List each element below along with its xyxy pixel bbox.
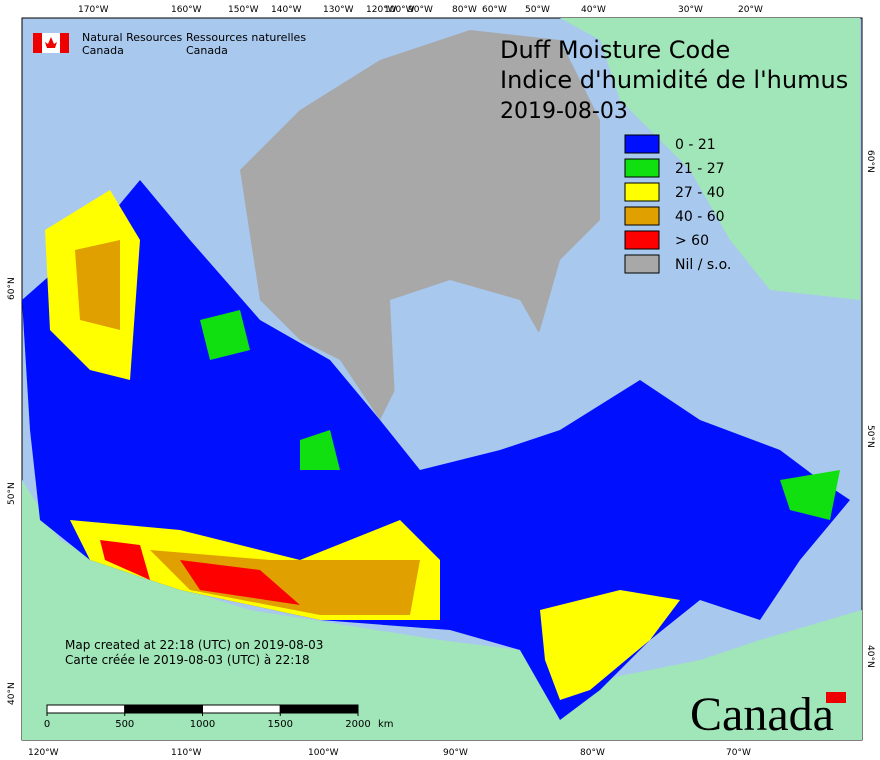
graticule-label: 150°W [228, 5, 259, 15]
flag-bar [33, 33, 42, 53]
agency-fr: Ressources naturelles [186, 31, 306, 44]
graticule-label: 80°W [452, 5, 477, 15]
legend-label: 0 - 21 [675, 137, 716, 153]
legend-swatch [624, 158, 660, 178]
scale-label: 500 [115, 719, 134, 730]
legend-label: 27 - 40 [675, 185, 725, 201]
legend: 0 - 21 21 - 27 27 - 40 40 - 60 > 60 Nil / s.o… [624, 134, 731, 274]
legend-label: 21 - 27 [675, 161, 725, 177]
scale-segment [279, 704, 359, 714]
legend-label: 40 - 60 [675, 209, 725, 225]
graticule-label: 40°N [865, 645, 875, 668]
scale-label: 0 [44, 719, 50, 730]
graticule-label: 70°W [726, 748, 751, 758]
graticule-label: 20°W [738, 5, 763, 15]
title: Indice d'humidité de l'humus [500, 66, 848, 94]
legend-swatch [624, 206, 660, 226]
wordmark-flag [826, 692, 846, 703]
flag-bar [60, 33, 69, 53]
graticule-label: 90°W [443, 748, 468, 758]
graticule-label: 50°N [865, 425, 875, 448]
maple-leaf [45, 37, 57, 48]
scale-label: 1500 [268, 719, 293, 730]
dmc-orange-nw [75, 240, 120, 330]
graticule-label: 100°W [384, 5, 415, 15]
legend-swatch [624, 182, 660, 202]
agency-fr: Canada [186, 44, 228, 57]
legend-swatch [624, 254, 660, 274]
scale-segment [46, 704, 126, 714]
graticule-label: 160°W [171, 5, 202, 15]
scale-segment [124, 704, 203, 714]
agency-signature: Natural Resources Canada Ressources natu… [33, 31, 306, 57]
graticule-label: 120°W [28, 748, 59, 758]
agency-en: Canada [82, 44, 124, 57]
dmc-red-south [100, 540, 300, 605]
graticule-label: 110°W [171, 748, 202, 758]
wordmark: Canada [690, 688, 834, 741]
legend-label: Nil / s.o. [675, 257, 731, 273]
graticule-label: 50°N [7, 482, 17, 505]
legend-label: > 60 [675, 233, 709, 249]
legend-swatch [624, 134, 660, 154]
graticule-label: 170°W [78, 5, 109, 15]
note: Map created at 22:18 (UTC) on 2019-08-03 [65, 638, 323, 652]
graticule-label: 50°W [525, 5, 550, 15]
graticule-label: 60°N [7, 277, 17, 300]
graticule-label: 100°W [308, 748, 339, 758]
scale-label: 2000 [345, 719, 370, 730]
graticule-label: 80°W [580, 748, 605, 758]
date: 2019-08-03 [500, 99, 628, 124]
graticule-label: 40°N [7, 682, 17, 705]
title: Duff Moisture Code [500, 36, 730, 64]
graticule-label: 30°W [678, 5, 703, 15]
dmc-yellow-east [540, 590, 680, 700]
graticule-label: 120°W [366, 5, 397, 15]
agency-en: Natural Resources [82, 31, 183, 44]
graticule-label: 60°W [482, 5, 507, 15]
hudson-bay [390, 280, 560, 440]
graticule-label: 60°N [865, 150, 875, 173]
graticule-label: 90°W [408, 5, 433, 15]
graticule-label: 140°W [271, 5, 302, 15]
note: Carte créée le 2019-08-03 (UTC) à 22:18 [65, 653, 310, 667]
usa [22, 480, 862, 740]
greenland [560, 18, 860, 300]
scale-segment [202, 704, 281, 714]
legend-swatch [624, 230, 660, 250]
graticule-label: 130°W [323, 5, 354, 15]
scale-unit: km [378, 719, 394, 730]
scale-label: 1000 [190, 719, 215, 730]
graticule-label: 40°W [581, 5, 606, 15]
scale-bar: 0 500 1000 1500 2000 km [44, 704, 394, 730]
